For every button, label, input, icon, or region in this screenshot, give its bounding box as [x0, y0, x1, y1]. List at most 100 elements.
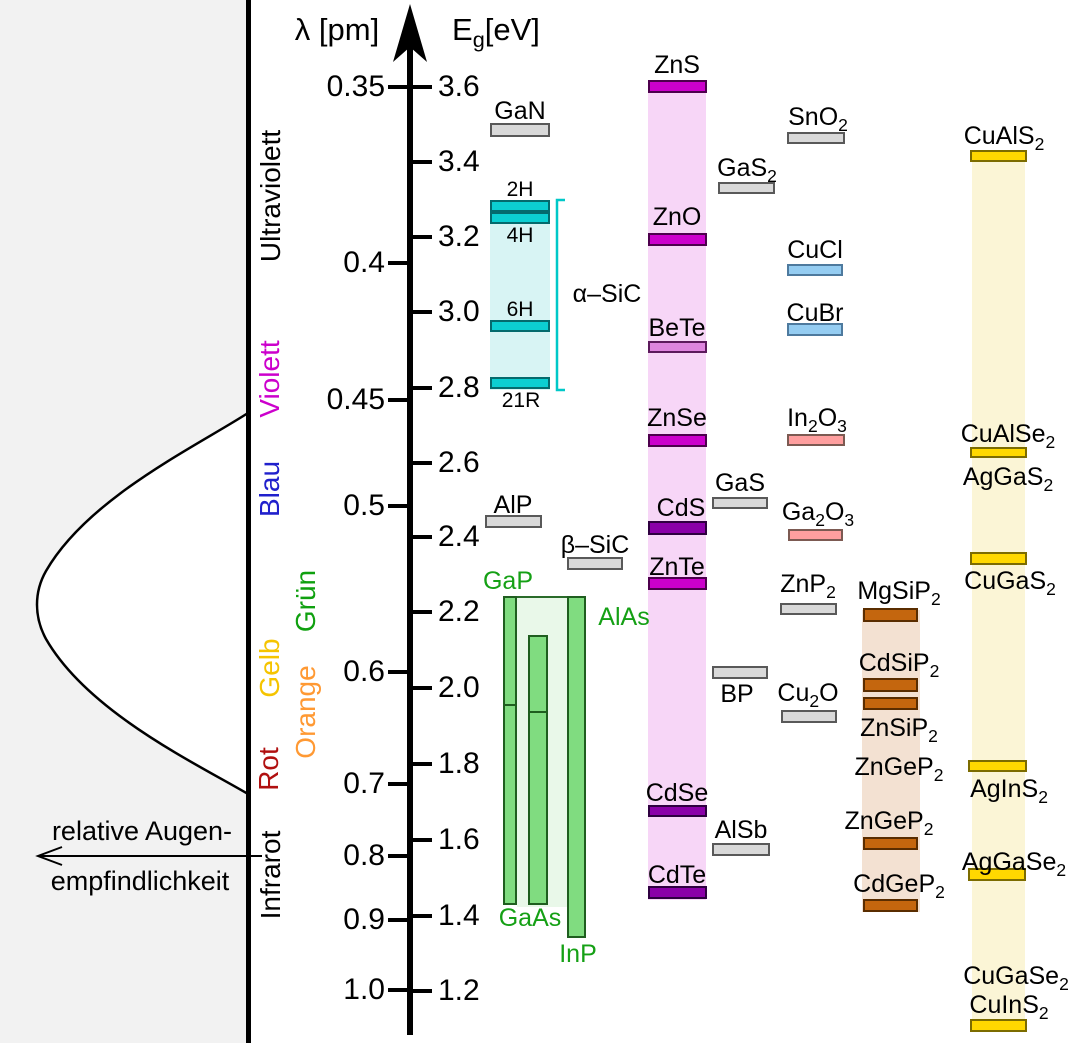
eg-tick-mark	[411, 461, 432, 465]
lambda-tick-mark	[388, 504, 409, 508]
material-label-Cu2O: Cu2O	[777, 679, 839, 711]
material-bar-ZnSiP2	[863, 697, 918, 710]
material-label-SiC-2H: 2H	[506, 178, 534, 201]
lambda-tick-mark	[388, 988, 409, 992]
material-bar-MgSiP2	[863, 608, 918, 622]
material-bar-CdS	[648, 521, 707, 535]
material-label-Ga2O3: Ga2O3	[781, 498, 855, 530]
spectrum-label-rot: Rot	[253, 747, 284, 791]
material-bar-SnO2	[787, 132, 845, 144]
eg-tick-label: 1.4	[438, 899, 480, 932]
lambda-tick-mark	[388, 854, 409, 858]
material-bar-CdTe	[648, 886, 707, 899]
lambda-tick-mark	[388, 918, 409, 922]
eg-tick-mark	[411, 838, 432, 842]
lambda-tick-mark	[388, 398, 409, 402]
material-label-GaN: GaN	[494, 97, 546, 125]
eg-tick-mark	[411, 160, 432, 164]
eye-sensitivity-curve	[35, 410, 250, 797]
material-label-BeTe: BeTe	[648, 314, 706, 342]
energy-axis-line	[407, 22, 413, 1035]
material-bar-AlAs	[567, 596, 586, 938]
material-bar-CuAlS2	[970, 150, 1027, 162]
material-bar-CdGeP2	[863, 899, 918, 912]
lambda-axis-title: λ [pm]	[294, 12, 380, 47]
material-bar-CuBr	[787, 323, 843, 336]
eg-axis-title: Eg[eV]	[452, 12, 540, 53]
lambda-tick-label: 0.35	[326, 70, 385, 103]
material-label-CdSiP2: CdSiP2	[858, 649, 940, 681]
material-label-CuBr: CuBr	[786, 299, 844, 327]
material-bar-CuInS2	[970, 1019, 1027, 1032]
lambda-tick-label: 0.9	[343, 903, 385, 936]
material-label-CdGeP2: CdGeP2	[853, 870, 945, 902]
material-label-ZnTe: ZnTe	[649, 553, 705, 581]
lambda-tick-mark	[388, 670, 409, 674]
material-label-CuGaS2: CuGaS2	[964, 567, 1056, 599]
material-label-CdS: CdS	[656, 494, 706, 522]
eye-sensitivity-caption-line2: empfindlichkeit	[50, 866, 230, 896]
material-bar-GaAs	[528, 635, 548, 905]
material-bar-GaP	[503, 596, 517, 905]
material-bar-SiC-2H	[490, 200, 550, 212]
material-bar-CdSe	[648, 805, 707, 817]
lambda-tick-label: 1.0	[343, 973, 385, 1006]
material-bar-GaS	[712, 497, 768, 509]
material-bar-GaS2	[718, 182, 775, 194]
eg-tick-label: 3.0	[438, 295, 480, 328]
material-label-AgInS2: AgInS2	[970, 775, 1048, 807]
material-bar-GaN	[490, 123, 550, 137]
eye-sensitivity-caption-line1: relative Augen-	[51, 816, 233, 846]
material-label-CdTe: CdTe	[647, 861, 707, 889]
material-label-ZnGeP2-a: ZnGeP2	[854, 753, 944, 785]
eg-tick-mark	[411, 235, 432, 239]
material-label-CuGaSe2: CuGaSe2	[963, 962, 1069, 994]
material-bar-BeTe	[648, 341, 707, 353]
material-label-In2O3: In2O3	[787, 404, 847, 436]
material-bar-divider-GaAs	[530, 711, 546, 713]
spectrum-boundary-line	[246, 0, 251, 1043]
material-label-CuInS2: CuInS2	[969, 991, 1049, 1023]
material-bar-SiC-21R	[490, 377, 550, 389]
lambda-tick-label: 0.45	[326, 383, 385, 416]
eg-tick-label: 2.6	[438, 446, 480, 479]
material-bar-CuAlSe2	[970, 447, 1027, 458]
eg-tick-label: 2.8	[438, 371, 480, 404]
alpha-sic-bracket	[555, 198, 565, 392]
material-bar-AlP	[485, 515, 542, 528]
eg-tick-label: 1.6	[438, 823, 480, 856]
material-bar-AlSb	[712, 843, 770, 856]
material-label-SiC-4H: 4H	[506, 224, 534, 247]
material-bar-In2O3	[787, 434, 845, 446]
material-label-SnO2: SnO2	[788, 103, 848, 135]
eg-tick-mark	[411, 989, 432, 993]
sulfide-chalcopyrite-band	[972, 162, 1025, 1032]
spectrum-label-infrarot: Infrarot	[255, 830, 286, 920]
material-label-GaS: GaS	[714, 469, 766, 497]
lambda-tick-mark	[388, 85, 409, 89]
material-label-GaAs: GaAs	[498, 904, 562, 932]
eg-tick-label: 1.8	[438, 747, 480, 780]
material-bar-AgGaSe2	[968, 868, 1026, 881]
material-bar-ZnS	[648, 80, 707, 93]
material-bar-ZnSe	[648, 434, 707, 447]
material-bar-ZnTe	[648, 577, 707, 590]
spectrum-label-blau: Blau	[254, 460, 285, 518]
material-label-CuAlSe2: CuAlSe2	[960, 420, 1056, 452]
spectrum-label-grn: Grün	[290, 569, 321, 633]
lambda-tick-label: 0.6	[343, 655, 385, 688]
material-label-CdSe: CdSe	[645, 779, 709, 807]
energy-axis-arrow-head	[393, 4, 427, 62]
lambda-tick-label: 0.5	[343, 489, 385, 522]
material-label-CuCl: CuCl	[787, 236, 843, 264]
material-label-ZnSe: ZnSe	[647, 404, 707, 432]
material-bar-BP	[712, 666, 768, 679]
eg-tick-label: 3.2	[438, 220, 480, 253]
material-label-AgGaSe2: AgGaSe2	[961, 848, 1067, 880]
lambda-tick-label: 0.7	[343, 767, 385, 800]
material-bar-ZnO	[648, 233, 707, 246]
ii-vi-band	[648, 85, 706, 900]
material-bar-CuGaS2	[970, 552, 1027, 565]
